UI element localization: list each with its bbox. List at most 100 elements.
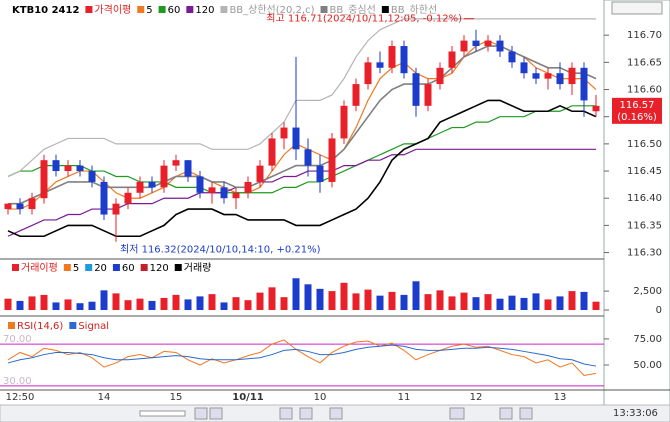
volume-bar <box>280 297 288 310</box>
button[interactable] <box>329 407 343 420</box>
candle-body <box>124 192 132 204</box>
candle-body <box>532 73 540 79</box>
candle-body <box>256 165 264 182</box>
candle-body <box>292 127 300 150</box>
candle-body <box>400 46 408 74</box>
legend-label: 거래량 <box>184 262 212 274</box>
button[interactable] <box>209 407 223 420</box>
candle-body <box>76 165 84 172</box>
volume-bar <box>124 300 132 310</box>
button[interactable] <box>499 407 513 420</box>
series-line <box>7 344 597 367</box>
legend-label: Signal <box>78 321 109 332</box>
legend-label: KTB10 2412 <box>12 5 79 16</box>
legend-swatch <box>112 264 120 271</box>
button[interactable] <box>279 407 293 420</box>
volume-bar <box>376 295 384 310</box>
legend-label: BB_하한선 <box>391 3 437 16</box>
candle-body <box>388 46 396 68</box>
candle-body <box>508 51 516 63</box>
volume-bar <box>532 293 540 310</box>
volume-bar <box>508 295 516 310</box>
x-tick-label: 13 <box>554 392 567 403</box>
volume-bar <box>436 290 444 310</box>
axis-panel <box>603 0 670 406</box>
button[interactable] <box>299 407 313 420</box>
legend-swatch <box>63 264 71 271</box>
candle-body <box>196 176 204 193</box>
level-label: 70.00 <box>3 334 32 345</box>
candle-body <box>136 181 144 193</box>
x-tick-label: 15 <box>170 392 183 403</box>
toolbar-buttons[interactable] <box>139 407 533 420</box>
candle-body <box>232 192 240 199</box>
legend-swatch <box>381 6 389 13</box>
y-tick-label: 116.45 <box>627 166 662 177</box>
x-tick-label: 11 <box>398 392 411 403</box>
volume-bar <box>136 298 144 310</box>
candle-body <box>592 105 600 112</box>
volume-bar <box>148 300 156 310</box>
legend-label: 20 <box>94 263 107 274</box>
legend-swatch <box>320 6 328 13</box>
legend-swatch <box>137 6 145 13</box>
candle-body <box>52 160 60 172</box>
candle-body <box>556 73 564 85</box>
time: 13:33:06 <box>613 408 658 419</box>
candle-body <box>364 62 372 85</box>
volume-bar <box>100 290 108 310</box>
legend-swatch <box>69 322 77 329</box>
legend-swatch <box>174 264 182 271</box>
volume-bar <box>16 300 24 310</box>
y-tick-label: 116.40 <box>627 193 662 204</box>
y-tick-label: 2,500 <box>633 286 662 297</box>
candle-body <box>172 160 180 166</box>
legend-label: BB_중심선 <box>330 4 376 16</box>
candle-body <box>160 165 168 188</box>
candle-body <box>352 84 360 106</box>
volume-bar <box>520 297 528 310</box>
volume-bar <box>316 288 324 310</box>
candle-body <box>520 62 528 74</box>
volume-bar <box>592 301 600 310</box>
y-tick-label: 0 <box>656 305 662 316</box>
candle-body <box>376 62 384 68</box>
series-line <box>7 105 596 194</box>
candle-body <box>112 203 120 215</box>
volume-bar <box>448 296 456 310</box>
volume-bar <box>52 302 60 310</box>
candle-body <box>496 40 504 52</box>
legend-label: 120 <box>150 263 169 274</box>
legend-swatch <box>85 6 93 13</box>
candle-body <box>220 187 228 199</box>
volume-bar <box>112 293 120 310</box>
candle-body <box>244 181 252 193</box>
candle-body <box>28 198 36 210</box>
button[interactable] <box>194 407 208 420</box>
scrollbar[interactable] <box>139 410 186 417</box>
volume-bar <box>172 294 180 310</box>
volume-bar <box>484 294 492 310</box>
button[interactable] <box>449 407 465 420</box>
volume-bar <box>304 284 312 310</box>
volume-bar <box>556 296 564 310</box>
volume-bar <box>544 299 552 310</box>
candle-body <box>268 138 276 166</box>
high-annotation: 최고 116.71(2024/10/11,12:05, -0.12%) <box>266 13 462 25</box>
series-line <box>7 339 597 377</box>
last-price-box <box>612 97 662 124</box>
low-annotation: 최저 116.32(2024/10/10,14:10, +0.21%) <box>120 244 321 256</box>
candle-body <box>148 181 156 188</box>
candle-body <box>16 203 24 210</box>
y-tick-label: 116.35 <box>627 220 662 231</box>
candle-body <box>568 67 576 85</box>
legend-swatch <box>85 264 93 271</box>
volume-bar <box>460 292 468 310</box>
y-tick-label: 116.70 <box>627 30 662 41</box>
menu-button[interactable] <box>611 1 663 15</box>
button[interactable] <box>519 407 533 420</box>
legend-swatch <box>220 6 228 13</box>
candle-body <box>448 51 456 68</box>
